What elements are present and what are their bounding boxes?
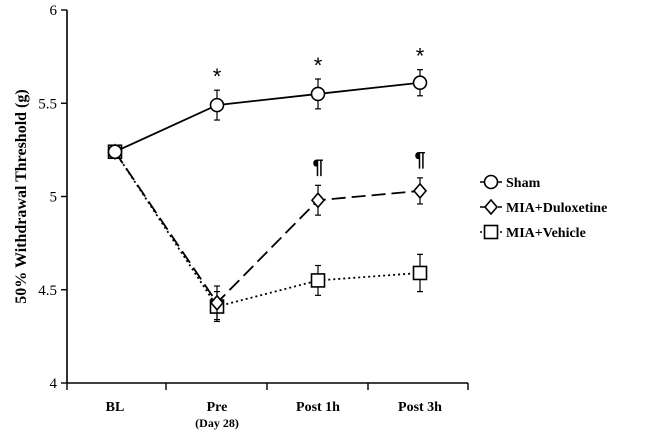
x-tick-label: Pre	[207, 400, 228, 415]
chart-legend: Sham MIA+Duloxetine MIA+Vehicle	[480, 174, 607, 241]
y-tick-label: 5	[50, 190, 58, 206]
legend-item: Sham	[480, 174, 541, 191]
chart-annotations: * * * ¶ ¶	[213, 44, 426, 179]
y-tick-label: 6	[50, 3, 58, 19]
x-tick-label: Post 1h	[296, 400, 340, 415]
data-point	[310, 86, 326, 102]
significance-pilcrow: ¶	[414, 149, 425, 171]
data-point	[412, 265, 428, 281]
y-tick-label: 4	[50, 376, 58, 392]
significance-asterisk: *	[416, 44, 425, 69]
series-mia-vehicle	[107, 144, 428, 323]
data-point	[412, 75, 428, 91]
data-point	[209, 97, 225, 113]
data-point	[412, 182, 428, 200]
series-line	[114, 81, 421, 153]
series-line	[114, 151, 421, 308]
legend-marker	[483, 224, 499, 240]
x-tick-label: BL	[106, 400, 125, 415]
data-point	[310, 273, 326, 288]
data-point	[209, 294, 225, 312]
significance-pilcrow: ¶	[312, 156, 323, 178]
significance-asterisk: *	[314, 53, 323, 78]
data-point	[310, 192, 326, 209]
series-line	[114, 151, 421, 305]
legend-label: MIA+Duloxetine	[506, 201, 607, 216]
legend-label: Sham	[506, 176, 541, 191]
data-point	[107, 144, 123, 160]
y-axis-title: 50% Withdrawal Threshold (g)	[13, 89, 30, 303]
y-tick-label: 4.5	[38, 283, 57, 299]
y-tick-label: 5.5	[38, 96, 57, 112]
series-mia-duloxetine	[107, 143, 428, 321]
legend-label: MIA+Vehicle	[506, 226, 586, 241]
x-tick-label: Post 3h	[398, 400, 442, 415]
legend-marker	[483, 198, 499, 216]
chart-axes: 4 4.5 5 5.5 6 BL Pre(Day 28) Post 1h Post 3h 50% …	[13, 3, 469, 430]
series-sham	[107, 69, 428, 160]
x-tick-sublabel: (Day 28)	[195, 416, 239, 430]
legend-item: MIA+Vehicle	[480, 224, 586, 241]
chart-series	[107, 69, 428, 323]
legend-item: MIA+Duloxetine	[480, 198, 607, 216]
legend-marker	[483, 174, 499, 190]
significance-asterisk: *	[213, 64, 222, 89]
